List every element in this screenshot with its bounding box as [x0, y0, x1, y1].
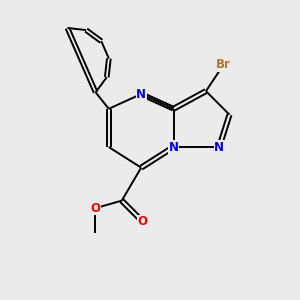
Text: N: N [214, 141, 224, 154]
Text: O: O [90, 202, 100, 215]
Text: N: N [136, 88, 146, 100]
Text: O: O [138, 215, 148, 228]
Text: Br: Br [216, 58, 231, 71]
Text: N: N [169, 141, 178, 154]
